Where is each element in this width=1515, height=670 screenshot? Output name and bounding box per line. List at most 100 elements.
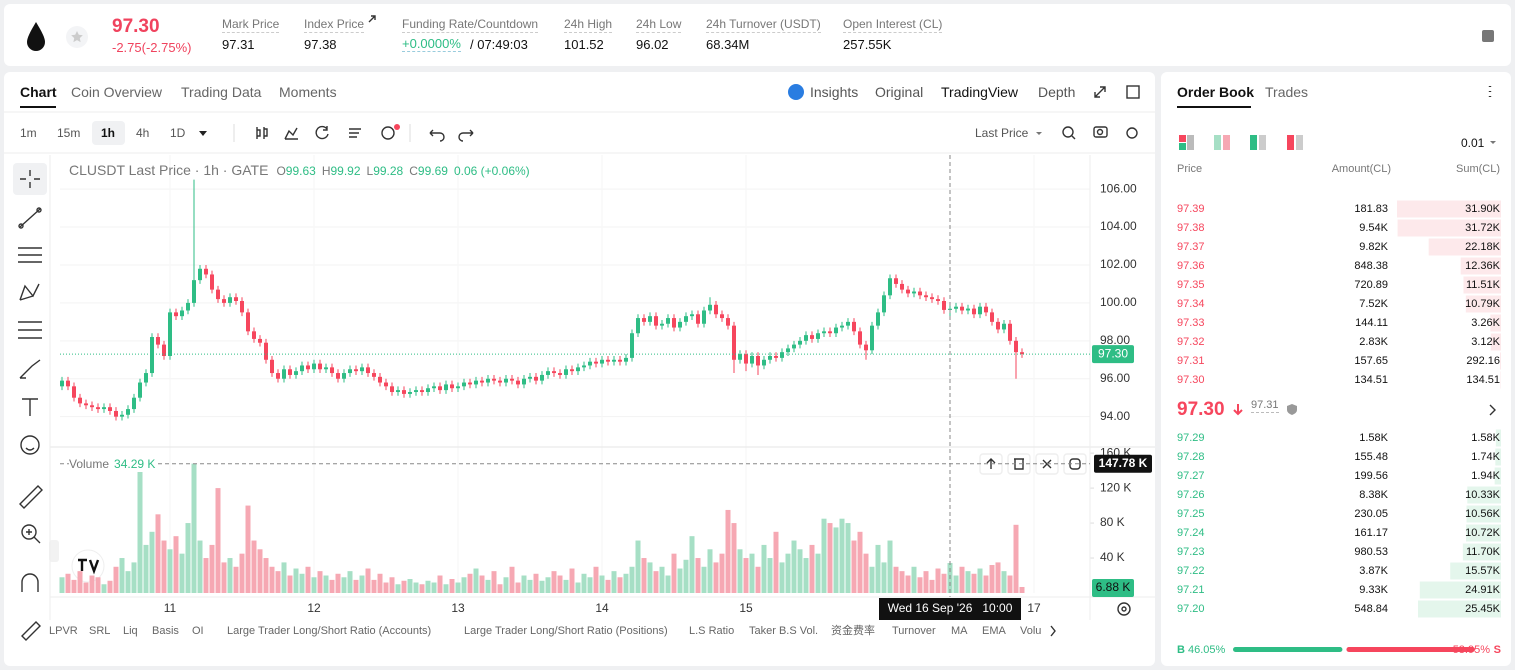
volume-bar <box>485 579 491 593</box>
layout-icons[interactable] <box>1179 135 1303 150</box>
ob-tab[interactable]: Order Book <box>1177 84 1255 100</box>
indicator[interactable]: L.S Ratio <box>689 625 735 637</box>
indicator[interactable]: LPVR <box>49 625 78 637</box>
legend-value: 99.63 <box>285 164 316 178</box>
link-icon[interactable] <box>368 15 376 23</box>
caret[interactable] <box>1036 132 1042 135</box>
ob-sum: 15.57K <box>1465 565 1500 577</box>
chart-tab[interactable]: Moments <box>279 84 337 100</box>
interval[interactable]: 1m <box>20 126 37 140</box>
indicator[interactable]: SRL <box>89 625 111 637</box>
candle-body <box>1008 323 1012 341</box>
ob-sum: 12.36K <box>1465 260 1500 272</box>
interval[interactable]: 4h <box>136 126 150 140</box>
chevron[interactable] <box>1050 625 1056 637</box>
volume-bar <box>431 582 437 593</box>
interval[interactable]: 15m <box>57 126 81 140</box>
ob-price: 97.30 <box>1177 374 1205 386</box>
candle-body <box>156 337 160 345</box>
stat-label: Index Price <box>304 17 365 33</box>
indicator[interactable]: 资金费率 <box>831 625 875 637</box>
ob-sum: 1.94K <box>1471 470 1500 482</box>
candle-body <box>342 373 346 379</box>
indicator[interactable]: Taker B.S Vol. <box>749 625 819 637</box>
toolbar-icons[interactable] <box>256 125 1138 142</box>
candle-body <box>768 355 772 360</box>
ob-amount: 548.84 <box>1354 603 1388 615</box>
indicator[interactable]: Basis <box>152 625 179 637</box>
chevron[interactable] <box>1489 404 1496 416</box>
volume-bar <box>953 575 959 593</box>
volume-bar <box>719 553 725 593</box>
ob-sum: 1.74K <box>1471 451 1500 463</box>
candle-body <box>210 274 214 290</box>
candle-body <box>1014 340 1018 353</box>
candle-body <box>720 314 724 319</box>
interval[interactable]: 1D <box>170 126 186 140</box>
header-icon[interactable] <box>1482 30 1494 42</box>
volume-bar <box>827 523 833 593</box>
ob-tab[interactable]: Trades <box>1265 84 1309 100</box>
caret[interactable] <box>199 131 207 136</box>
settings-icon[interactable] <box>1117 602 1131 616</box>
indicator[interactable]: Liq <box>123 625 138 637</box>
chart-tab[interactable]: Coin Overview <box>71 84 163 100</box>
volume-bar <box>935 568 941 593</box>
indicator[interactable]: EMA <box>982 625 1006 637</box>
indicator[interactable]: Large Trader Long/Short Ratio (Accounts) <box>227 625 432 637</box>
down-arrow <box>1233 404 1243 416</box>
interval[interactable]: 1h <box>101 126 116 140</box>
ob-sum: 10.72K <box>1465 527 1500 539</box>
volume-bar <box>713 562 719 593</box>
indicator[interactable]: Volu <box>1020 625 1042 637</box>
volume-bar <box>929 579 935 593</box>
ob-sum: 3.26K <box>1471 317 1500 329</box>
precision[interactable]: 0.01 <box>1461 136 1485 150</box>
chart-tab[interactable]: Chart <box>20 84 57 100</box>
candle-body <box>168 312 172 356</box>
volume-bar <box>167 549 173 593</box>
view-tab[interactable]: Original <box>875 84 924 100</box>
drawing-tools[interactable] <box>18 170 43 641</box>
indicator[interactable]: OI <box>192 625 204 637</box>
plot <box>49 155 1155 620</box>
window-icon[interactable] <box>1126 85 1140 99</box>
legend-key: L <box>366 164 374 178</box>
volume-bar <box>857 531 863 593</box>
fullscreen-icon[interactable] <box>1094 86 1106 98</box>
volume-bar <box>641 558 647 593</box>
candle-body <box>60 380 64 387</box>
volume-bar <box>569 568 575 593</box>
candle-body <box>258 338 262 343</box>
ob-amount: 9.54K <box>1359 222 1388 234</box>
candle-body <box>108 407 112 411</box>
caret[interactable] <box>1490 141 1496 144</box>
indicator[interactable]: Turnover <box>892 625 936 637</box>
candle-body <box>792 344 796 349</box>
indicator[interactable]: Large Trader Long/Short Ratio (Positions… <box>464 625 668 637</box>
ob-price: 97.35 <box>1177 279 1205 291</box>
candle-body <box>306 365 310 370</box>
volume-bar <box>425 580 431 593</box>
volume-bar <box>749 553 755 593</box>
indicator[interactable]: MA <box>951 625 968 637</box>
tab-underline <box>20 106 56 108</box>
volume-bar <box>707 549 713 593</box>
volume-bar <box>185 523 191 593</box>
candle-body <box>912 291 916 294</box>
volume-bar <box>443 584 449 593</box>
view-tab[interactable]: TradingView <box>941 84 1019 100</box>
volume-bar <box>617 577 623 593</box>
price-type[interactable]: Last Price <box>975 126 1029 140</box>
candle-body <box>810 335 814 339</box>
candle-body <box>570 369 574 372</box>
collapse-button[interactable] <box>49 540 59 562</box>
insights-icon <box>788 84 804 100</box>
chart-tab[interactable]: Trading Data <box>181 84 262 100</box>
volume-bar <box>773 531 779 593</box>
volume-bar <box>371 579 377 593</box>
volume-bar <box>983 575 989 593</box>
view-tab[interactable]: Depth <box>1038 84 1076 100</box>
ob-amount: 144.11 <box>1355 317 1388 329</box>
view-tab[interactable]: Insights <box>810 84 859 100</box>
